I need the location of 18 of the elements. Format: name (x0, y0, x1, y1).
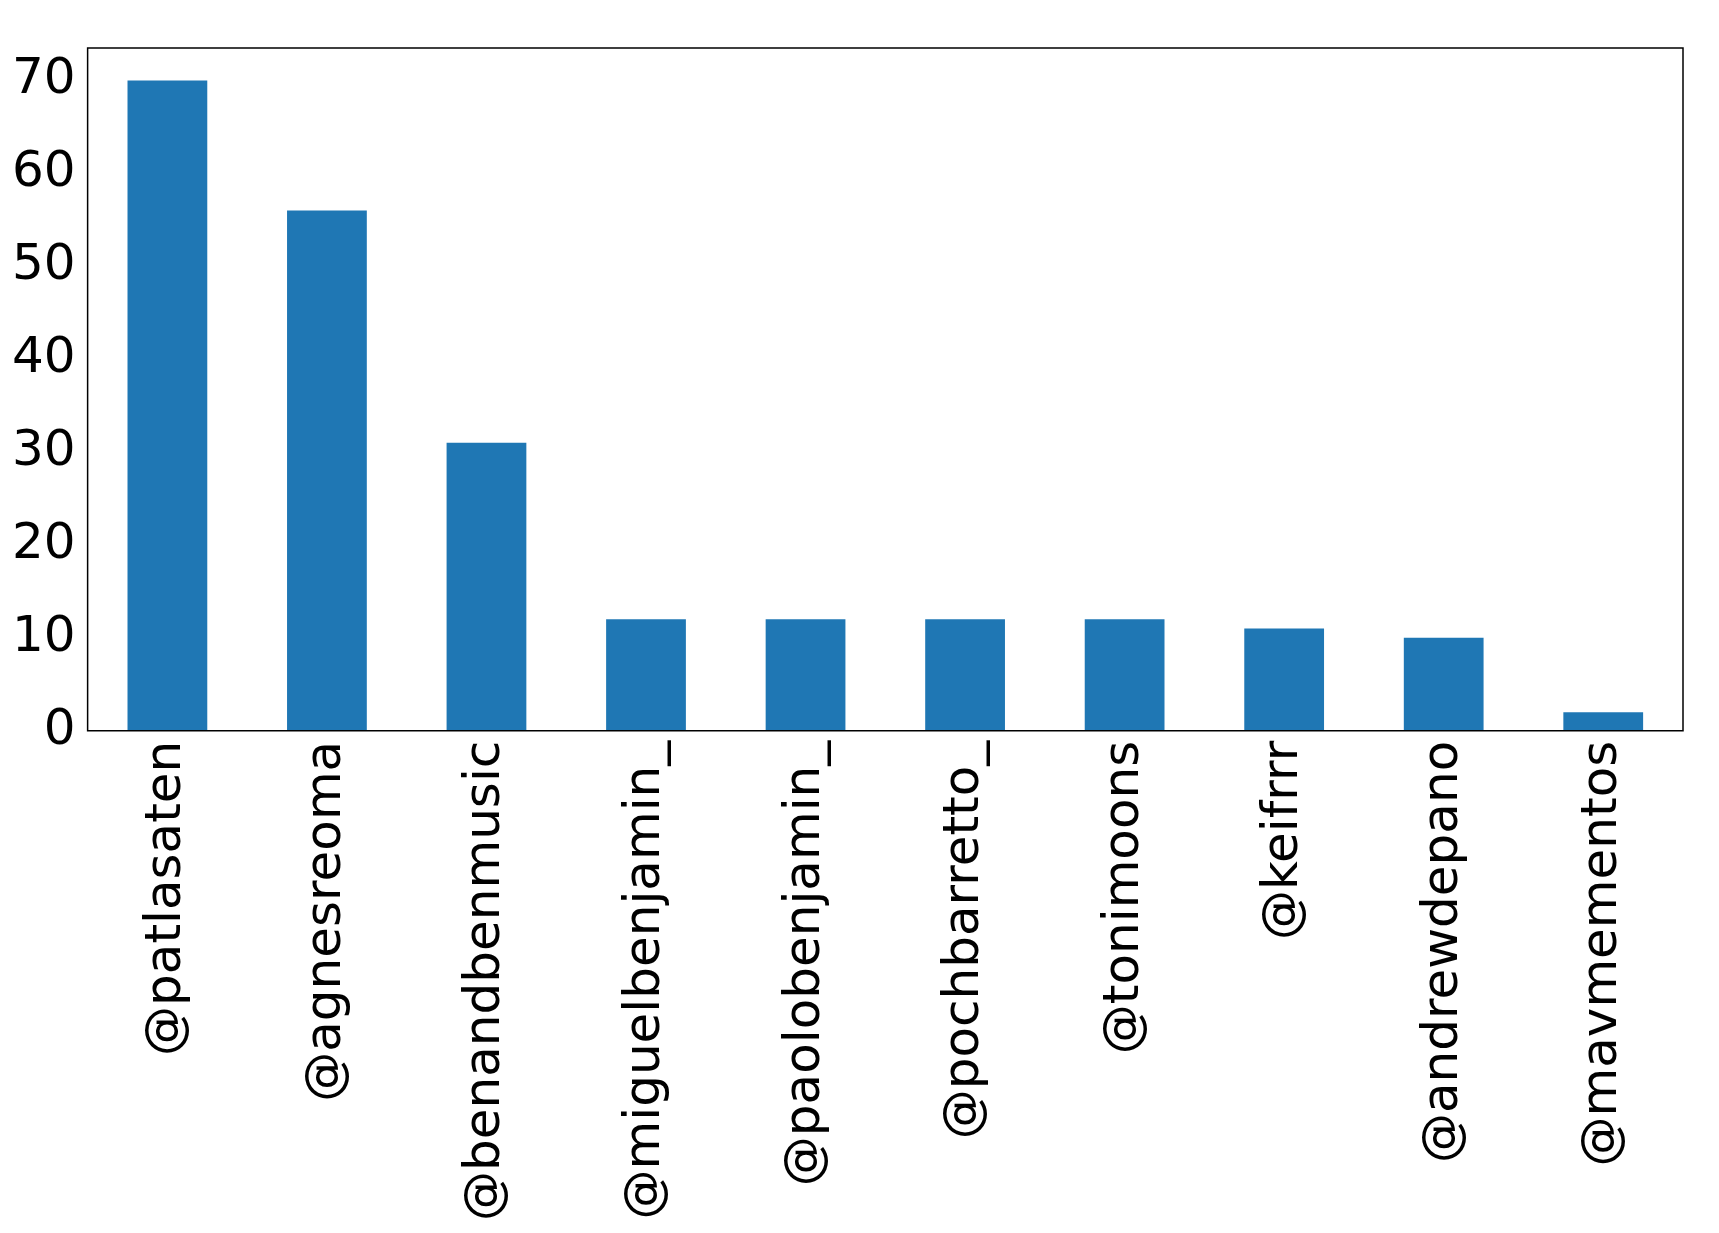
y-tick-label: 0 (43, 697, 76, 756)
x-tick-label: @tonimoons (1091, 740, 1150, 1055)
y-tick-label: 60 (12, 140, 76, 199)
y-tick-label: 50 (12, 233, 76, 292)
x-tick-label: @mavmementos (1570, 740, 1629, 1167)
y-tick-label: 10 (12, 604, 76, 663)
y-tick-label: 30 (12, 419, 76, 478)
x-tick-label: @pochbarretto_ (932, 739, 991, 1140)
x-tick-label: @patlasaten (134, 740, 193, 1056)
x-tick-label: @agnesreoma (293, 740, 352, 1102)
x-tick-label: @miguelbenjamin_ (612, 739, 671, 1220)
x-tick-label: @keifrrr (1251, 740, 1310, 941)
y-tick-label: 70 (12, 47, 76, 106)
y-tick-label: 20 (12, 511, 76, 570)
x-tick-label: @paolobenjamin_ (772, 739, 831, 1187)
y-tick-label: 40 (12, 326, 76, 385)
x-tick-label: @andrewdepano (1410, 740, 1469, 1164)
x-tick-label: @benandbenmusic (453, 740, 512, 1222)
